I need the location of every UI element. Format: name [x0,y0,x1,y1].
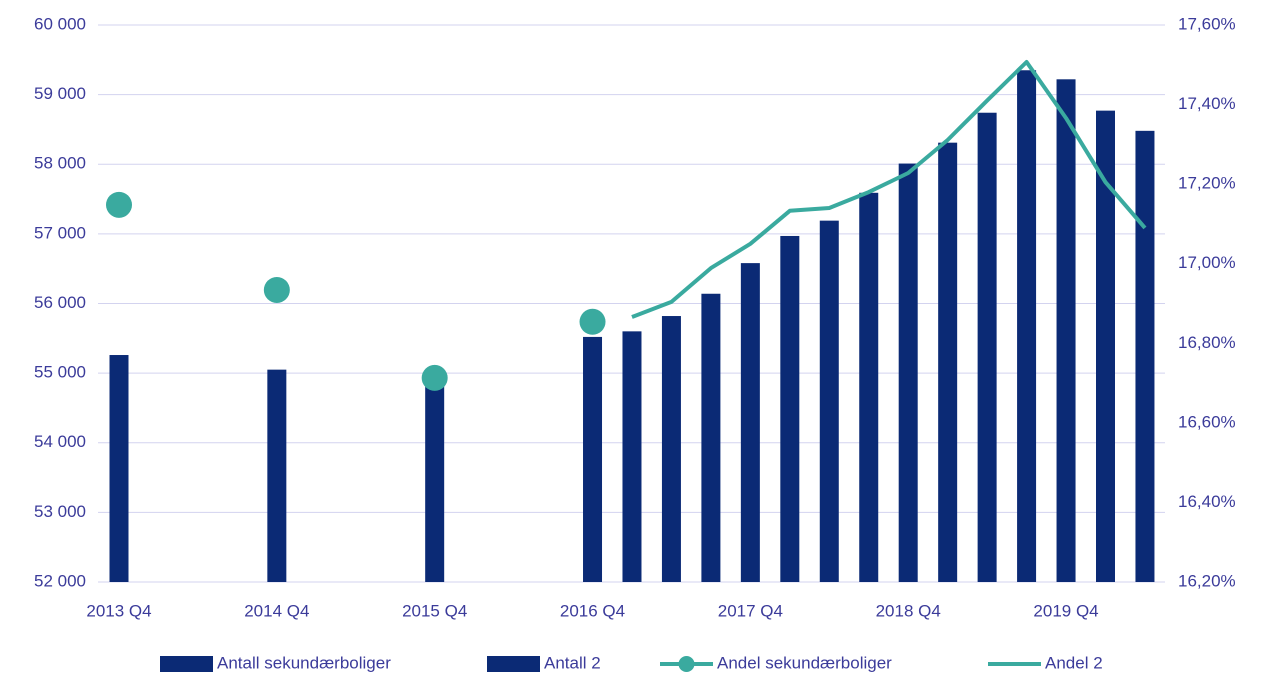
bar [819,220,839,583]
legend-label: Andel sekundærboliger [717,653,892,672]
legend-swatch [160,656,213,672]
bar [661,316,681,582]
y-tick-label: 52 000 [34,571,86,590]
x-tick-label: 2014 Q4 [244,601,309,620]
y-tick-label: 54 000 [34,432,86,451]
y-tick-label: 56 000 [34,293,86,312]
line [631,60,1147,319]
marker [106,191,132,218]
x-tick-label: 2017 Q4 [718,601,783,620]
y2-tick-label: 16,60% [1178,412,1236,431]
x-tick-label: 2019 Q4 [1033,601,1098,620]
y2-tick-label: 17,20% [1178,174,1236,193]
bar [977,112,997,582]
x-tick-label: 2018 Q4 [876,601,941,620]
bar [938,142,958,582]
y2-tick-label: 17,40% [1178,94,1236,113]
marker [421,364,448,391]
legend-label: Andel 2 [1045,653,1103,672]
bar [740,263,760,582]
marker [263,276,290,303]
legend-label: Antall 2 [544,653,601,672]
bar [898,163,918,582]
bar [1056,79,1076,583]
x-tick-label: 2015 Q4 [402,601,467,620]
legend-marker [678,656,695,672]
x-tick-label: 2013 Q4 [86,601,151,620]
legend-label: Antall sekundærboliger [217,653,391,672]
bar [701,293,721,582]
y-tick-label: 57 000 [34,223,86,242]
y-tick-label: 60 000 [34,14,86,33]
bar [780,235,800,582]
bar [109,355,129,582]
y2-tick-label: 17,60% [1178,14,1236,33]
y2-tick-label: 16,20% [1178,571,1236,590]
legend-swatch [487,656,540,672]
y2-tick-label: 17,00% [1178,253,1236,272]
y2-tick-label: 16,80% [1178,333,1236,352]
y-tick-label: 58 000 [34,154,86,173]
y-tick-label: 53 000 [34,502,86,521]
bar [425,383,445,582]
bar [1017,70,1037,582]
bar [622,331,642,582]
bar [1135,130,1155,582]
bar [267,369,287,582]
y-tick-label: 55 000 [34,363,86,382]
bar [1096,110,1115,583]
marker [579,308,606,335]
bar [859,192,879,582]
y-tick-label: 59 000 [34,84,86,103]
y2-tick-label: 16,40% [1178,492,1236,511]
bar [583,336,603,582]
x-tick-label: 2016 Q4 [560,601,625,620]
